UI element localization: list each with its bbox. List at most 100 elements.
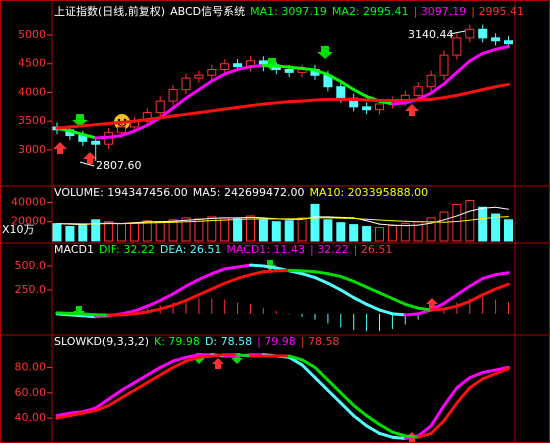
indicator-line xyxy=(210,281,227,291)
indicator-line xyxy=(379,223,393,226)
candle-body xyxy=(362,106,372,111)
indicator-line xyxy=(184,277,201,288)
indicator-line xyxy=(339,288,356,300)
indicator-line xyxy=(482,216,497,220)
indicator-line xyxy=(133,221,148,224)
indicator-line xyxy=(145,373,162,385)
volume-bar xyxy=(258,219,268,242)
indicator-line xyxy=(313,68,330,77)
indicator-line xyxy=(210,353,227,358)
volume-bar xyxy=(387,225,397,242)
indicator-line xyxy=(416,431,433,439)
indicator-line xyxy=(494,82,510,89)
indicator-line xyxy=(132,117,149,123)
header-item: MA1: 3097.19 xyxy=(250,5,327,18)
indicator-line xyxy=(120,129,136,138)
indicator-line xyxy=(378,423,394,434)
indicator-line xyxy=(468,51,485,63)
header-item: | 2995.41 xyxy=(471,5,524,18)
indicator-line xyxy=(107,396,123,407)
indicator-line xyxy=(197,79,214,92)
panel-header: MACD1 DIF: 32.22 DEA: 26.51 MACD1: 11.43 | 3… xyxy=(54,243,392,256)
y-tick-label: 40.00 xyxy=(15,411,47,424)
volume-bar xyxy=(78,225,88,242)
y-tick-label: 250.0 xyxy=(15,283,47,296)
volume-bar xyxy=(375,227,384,242)
header-item: MACD1 xyxy=(54,243,94,256)
indicator-line xyxy=(132,381,149,392)
indicator-line xyxy=(326,378,343,395)
indicator-line xyxy=(403,302,420,310)
indicator-line xyxy=(339,391,356,407)
volume-bar xyxy=(117,223,126,242)
signal-icons xyxy=(53,46,438,442)
candle-body xyxy=(207,68,217,76)
indicator-line xyxy=(429,82,446,95)
indicator-line xyxy=(429,403,446,428)
volume-bar xyxy=(65,226,75,242)
indicator-line xyxy=(249,263,265,268)
header-item: DEA: 26.51 xyxy=(160,243,221,256)
indicator-line xyxy=(352,414,369,428)
indicator-line xyxy=(429,96,446,101)
indicator-line xyxy=(171,298,188,307)
volume-bar xyxy=(155,221,165,242)
indicator-line xyxy=(185,218,200,221)
volume-bar xyxy=(504,219,513,242)
volume-bar xyxy=(104,221,114,242)
indicator-line xyxy=(197,354,214,359)
indicator-line xyxy=(468,371,485,380)
indicator-line xyxy=(313,270,330,276)
indicator-line xyxy=(378,431,394,439)
indicator-line xyxy=(469,218,484,221)
volume-bar xyxy=(491,213,501,242)
volume-bar xyxy=(439,211,449,242)
indicator-line xyxy=(456,219,471,223)
indicator-line xyxy=(416,91,433,101)
volume-bar xyxy=(233,218,243,242)
indicator-line xyxy=(481,85,498,92)
indicator-line xyxy=(365,414,381,427)
indicator-line xyxy=(132,304,149,313)
indicator-line xyxy=(145,116,162,121)
low-annotation: 2807.60 xyxy=(96,159,142,172)
indicator-line xyxy=(223,67,240,76)
indicator-line xyxy=(481,273,498,280)
header-item: | 3097.19 xyxy=(414,5,467,18)
indicator-line xyxy=(198,217,213,220)
indicator-line xyxy=(366,220,380,225)
indicator-line xyxy=(352,403,369,418)
header-item: MA2: 2995.41 xyxy=(332,5,409,18)
indicator-line xyxy=(223,265,240,271)
volume-bar xyxy=(400,223,410,242)
indicator-line xyxy=(81,409,98,415)
indicator-line xyxy=(171,112,188,118)
indicator-line xyxy=(481,47,498,55)
indicator-line xyxy=(184,355,201,363)
indicator-line xyxy=(171,355,188,363)
panel-header: VOLUME: 194347456.00 MA5: 242699472.00 MA1… xyxy=(54,186,428,199)
indicator-line xyxy=(365,285,381,295)
indicator-line xyxy=(403,312,420,317)
indicator-line xyxy=(482,206,497,209)
indicator-line xyxy=(300,363,317,380)
y-tick-label: 4500 xyxy=(18,57,46,70)
indicator-line xyxy=(455,299,472,308)
y-tick-label: 5000 xyxy=(18,28,46,41)
y-tick-label: 60.00 xyxy=(15,386,47,399)
indicator-line xyxy=(145,307,162,314)
indicator-line xyxy=(172,219,187,222)
y-tick-label: 20000 xyxy=(11,215,46,228)
volume-bar xyxy=(336,222,346,242)
indicator-line xyxy=(197,272,214,281)
indicator-line xyxy=(68,313,85,318)
indicator-line xyxy=(443,221,458,223)
y-tick-label: 500.0 xyxy=(15,259,47,272)
indicator-line xyxy=(442,401,459,423)
indicator-line xyxy=(442,70,459,86)
indicator-line xyxy=(390,101,407,106)
indicator-line xyxy=(236,263,252,269)
indicator-line xyxy=(94,397,111,410)
indicator-line xyxy=(287,65,304,70)
volume-bar xyxy=(349,224,359,242)
